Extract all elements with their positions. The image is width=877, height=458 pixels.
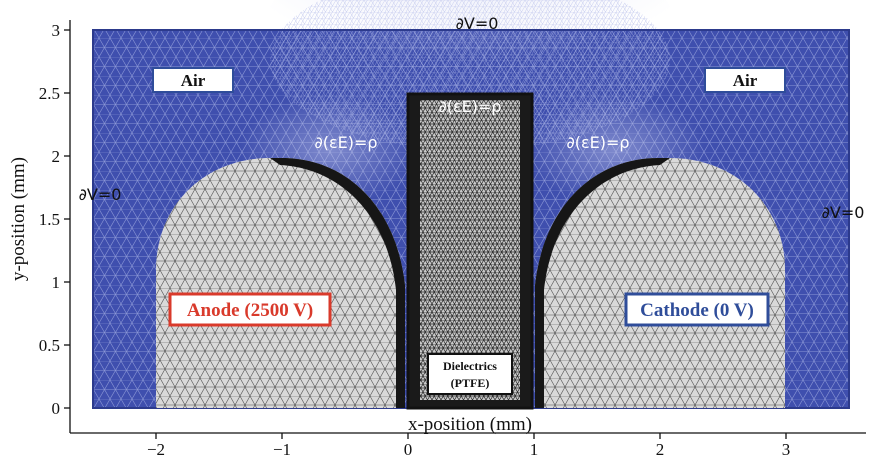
- x-tick-label: −1: [273, 440, 291, 458]
- dielectric-label-line1: Dielectrics: [443, 359, 497, 373]
- air-right-label-box: Air: [704, 67, 786, 93]
- bc-interface-top-label: ∂(εE)=ρ: [438, 97, 501, 116]
- y-tick-label: 3: [52, 21, 61, 40]
- bc-right-label: ∂V=0: [822, 203, 865, 222]
- bc-interface-right-label: ∂(εE)=ρ: [566, 133, 629, 152]
- y-axis: y-position (mm) 0 0.5 1 1.5 2 2.5 3: [8, 20, 71, 433]
- x-tick-label: 2: [656, 440, 665, 458]
- anode-label-box: Anode (2500 V): [168, 292, 332, 327]
- cathode-electrode: [535, 158, 785, 408]
- x-tick-label: −2: [147, 440, 165, 458]
- x-tick-label: 3: [782, 440, 791, 458]
- air-right-label: Air: [733, 71, 758, 90]
- bc-interface-left-label: ∂(εE)=ρ: [314, 133, 377, 152]
- y-tick-label: 2.5: [39, 84, 60, 103]
- cathode-label-box: Cathode (0 V): [624, 292, 770, 327]
- y-tick-label: 1.5: [39, 210, 60, 229]
- air-left-label-box: Air: [152, 67, 234, 93]
- x-axis: x-position (mm) −2 −1 0 1 2 3: [70, 414, 866, 458]
- y-axis-title: y-position (mm): [8, 157, 29, 281]
- y-tick-label: 1: [52, 273, 61, 292]
- x-tick-label: 1: [530, 440, 539, 458]
- bc-left-label: ∂V=0: [79, 185, 122, 204]
- y-tick-label: 2: [52, 147, 61, 166]
- x-tick-label: 0: [404, 440, 413, 458]
- anode-electrode: [156, 158, 405, 408]
- bc-top-label: ∂V=0: [456, 14, 499, 33]
- y-tick-label: 0.5: [39, 336, 60, 355]
- y-tick-label: 0: [52, 399, 61, 418]
- dielectric-label-line2: (PTFE): [451, 376, 490, 390]
- x-axis-title: x-position (mm): [408, 414, 532, 435]
- air-left-label: Air: [181, 71, 206, 90]
- anode-label: Anode (2500 V): [187, 300, 313, 321]
- cathode-label: Cathode (0 V): [640, 300, 754, 321]
- dielectric-label-box: Dielectrics (PTFE): [427, 353, 513, 395]
